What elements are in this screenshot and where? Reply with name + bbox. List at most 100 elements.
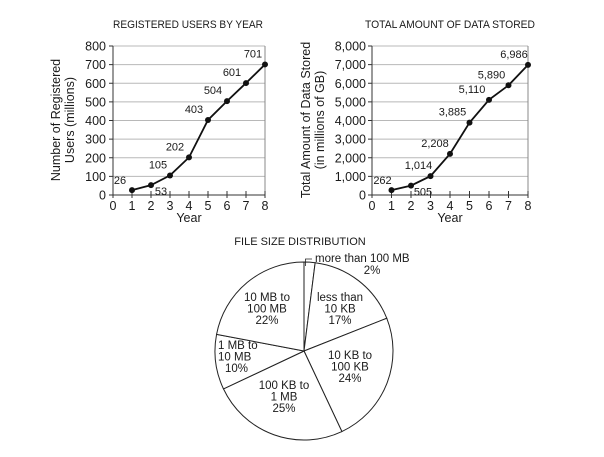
pie-chart: FILE SIZE DISTRIBUTION more than 100 MB2%… <box>214 236 410 441</box>
slice-percent: 2% <box>364 265 381 277</box>
y-tick-label: 600 <box>85 77 106 91</box>
data-point <box>525 61 531 68</box>
slice-label: 100 MB <box>247 304 287 316</box>
y-tick-label: 6,000 <box>335 77 366 91</box>
y-tick-label: 8,000 <box>335 40 366 54</box>
slice-percent: 25% <box>272 403 295 415</box>
pie-slice <box>303 262 388 352</box>
slice-label: 1 MB to <box>218 340 258 352</box>
slice-label: 1 MB <box>271 392 298 404</box>
data-point <box>388 187 395 194</box>
data-point <box>486 96 492 103</box>
x-axis-label: Year <box>176 211 201 225</box>
y-tick-label: 100 <box>85 170 106 184</box>
x-tick-label: 2 <box>408 199 415 213</box>
x-tick-label: 5 <box>205 199 212 213</box>
x-tick-label: 2 <box>148 199 155 213</box>
x-tick-label: 4 <box>186 199 193 213</box>
data-label: 5,890 <box>478 69 506 81</box>
x-tick-label: 1 <box>388 199 395 213</box>
slice-label: 10 KB to <box>328 350 372 362</box>
callout-line <box>305 258 312 266</box>
data-point <box>148 182 154 189</box>
data-point <box>243 80 249 87</box>
data-label: 202 <box>166 141 184 153</box>
x-tick-label: 1 <box>129 199 136 213</box>
data-point <box>466 119 473 126</box>
data-label: 601 <box>223 67 241 79</box>
slice-label: more than 100 MB <box>315 253 410 265</box>
chart-title: REGISTERED USERS BY YEAR <box>113 19 263 31</box>
data-label: 403 <box>185 104 203 116</box>
data-point <box>167 172 173 179</box>
slice-percent: 22% <box>255 315 278 327</box>
line-chart-2: TOTAL AMOUNT OF DATA STORED 0 1,000 2,000 3,… <box>299 19 535 225</box>
slice-label: less than <box>317 292 363 304</box>
data-point <box>129 187 135 194</box>
data-label: 105 <box>149 159 167 171</box>
data-label: 53 <box>155 186 167 198</box>
x-tick-label: 3 <box>427 199 434 213</box>
x-tick-label: 8 <box>525 199 532 213</box>
y-tick-label: 300 <box>85 133 106 147</box>
y-tick-label: 700 <box>85 58 106 72</box>
slice-percent: 17% <box>328 315 351 327</box>
y-tick-label: 0 <box>359 189 366 203</box>
data-point <box>427 173 434 180</box>
y-tick-label: 400 <box>85 114 106 128</box>
data-label: 504 <box>204 85 222 97</box>
pie-slice <box>303 317 394 433</box>
data-label: 505 <box>414 187 432 199</box>
x-tick-label: 5 <box>466 199 473 213</box>
y-tick-label: 1,000 <box>335 170 366 184</box>
data-label: 3,885 <box>439 107 467 119</box>
slice-label: 10 MB to <box>244 292 290 304</box>
x-tick-label: 3 <box>167 199 174 213</box>
data-label: 6,986 <box>500 49 528 61</box>
y-tick-label: 3,000 <box>335 133 366 147</box>
y-tick-label: 5,000 <box>335 95 366 109</box>
data-point <box>186 154 192 161</box>
chart-title: FILE SIZE DISTRIBUTION <box>234 236 365 248</box>
x-tick-label: 0 <box>110 199 117 213</box>
slice-percent: 24% <box>338 373 361 385</box>
chart-title: TOTAL AMOUNT OF DATA STORED <box>365 19 535 31</box>
y-tick-label: 800 <box>85 40 106 54</box>
x-axis-label: Year <box>437 211 462 225</box>
data-line <box>391 64 529 191</box>
x-tick-label: 8 <box>262 199 269 213</box>
y-axis-label: (in millions of GB) <box>313 71 327 170</box>
data-point <box>408 182 414 189</box>
data-point <box>447 150 453 157</box>
data-line <box>131 63 266 192</box>
y-axis-label: Number of Registered <box>49 59 63 181</box>
y-tick-label: 200 <box>85 151 106 165</box>
data-label: 26 <box>114 175 126 187</box>
pie-slice <box>222 350 343 441</box>
slice-label: 100 KB <box>331 362 369 374</box>
y-tick-label: 7,000 <box>335 58 366 72</box>
x-tick-label: 0 <box>369 199 376 213</box>
x-tick-label: 4 <box>447 199 454 213</box>
data-label: 701 <box>244 48 262 60</box>
y-axis-label: Total Amount of Data Stored <box>299 42 313 198</box>
slice-label: 10 MB <box>218 352 252 364</box>
x-tick-label: 6 <box>486 199 493 213</box>
y-tick-label: 0 <box>99 189 106 203</box>
y-tick-label: 2,000 <box>335 151 366 165</box>
slice-label: 10 KB <box>324 304 356 316</box>
data-point <box>505 82 512 89</box>
data-point <box>262 61 268 68</box>
slice-label: 100 KB to <box>259 380 310 392</box>
x-tick-label: 7 <box>505 199 512 213</box>
data-label: 2,208 <box>421 138 449 150</box>
data-point <box>205 116 211 123</box>
data-point <box>224 98 230 105</box>
y-tick-label: 4,000 <box>335 114 366 128</box>
y-axis-label: Users (millions) <box>63 77 77 163</box>
slice-percent: 10% <box>225 363 248 375</box>
x-tick-label: 7 <box>243 199 250 213</box>
data-label: 262 <box>373 175 391 187</box>
line-chart-1: REGISTERED USERS BY YEAR 0 100 200 300 400 500… <box>49 19 269 225</box>
